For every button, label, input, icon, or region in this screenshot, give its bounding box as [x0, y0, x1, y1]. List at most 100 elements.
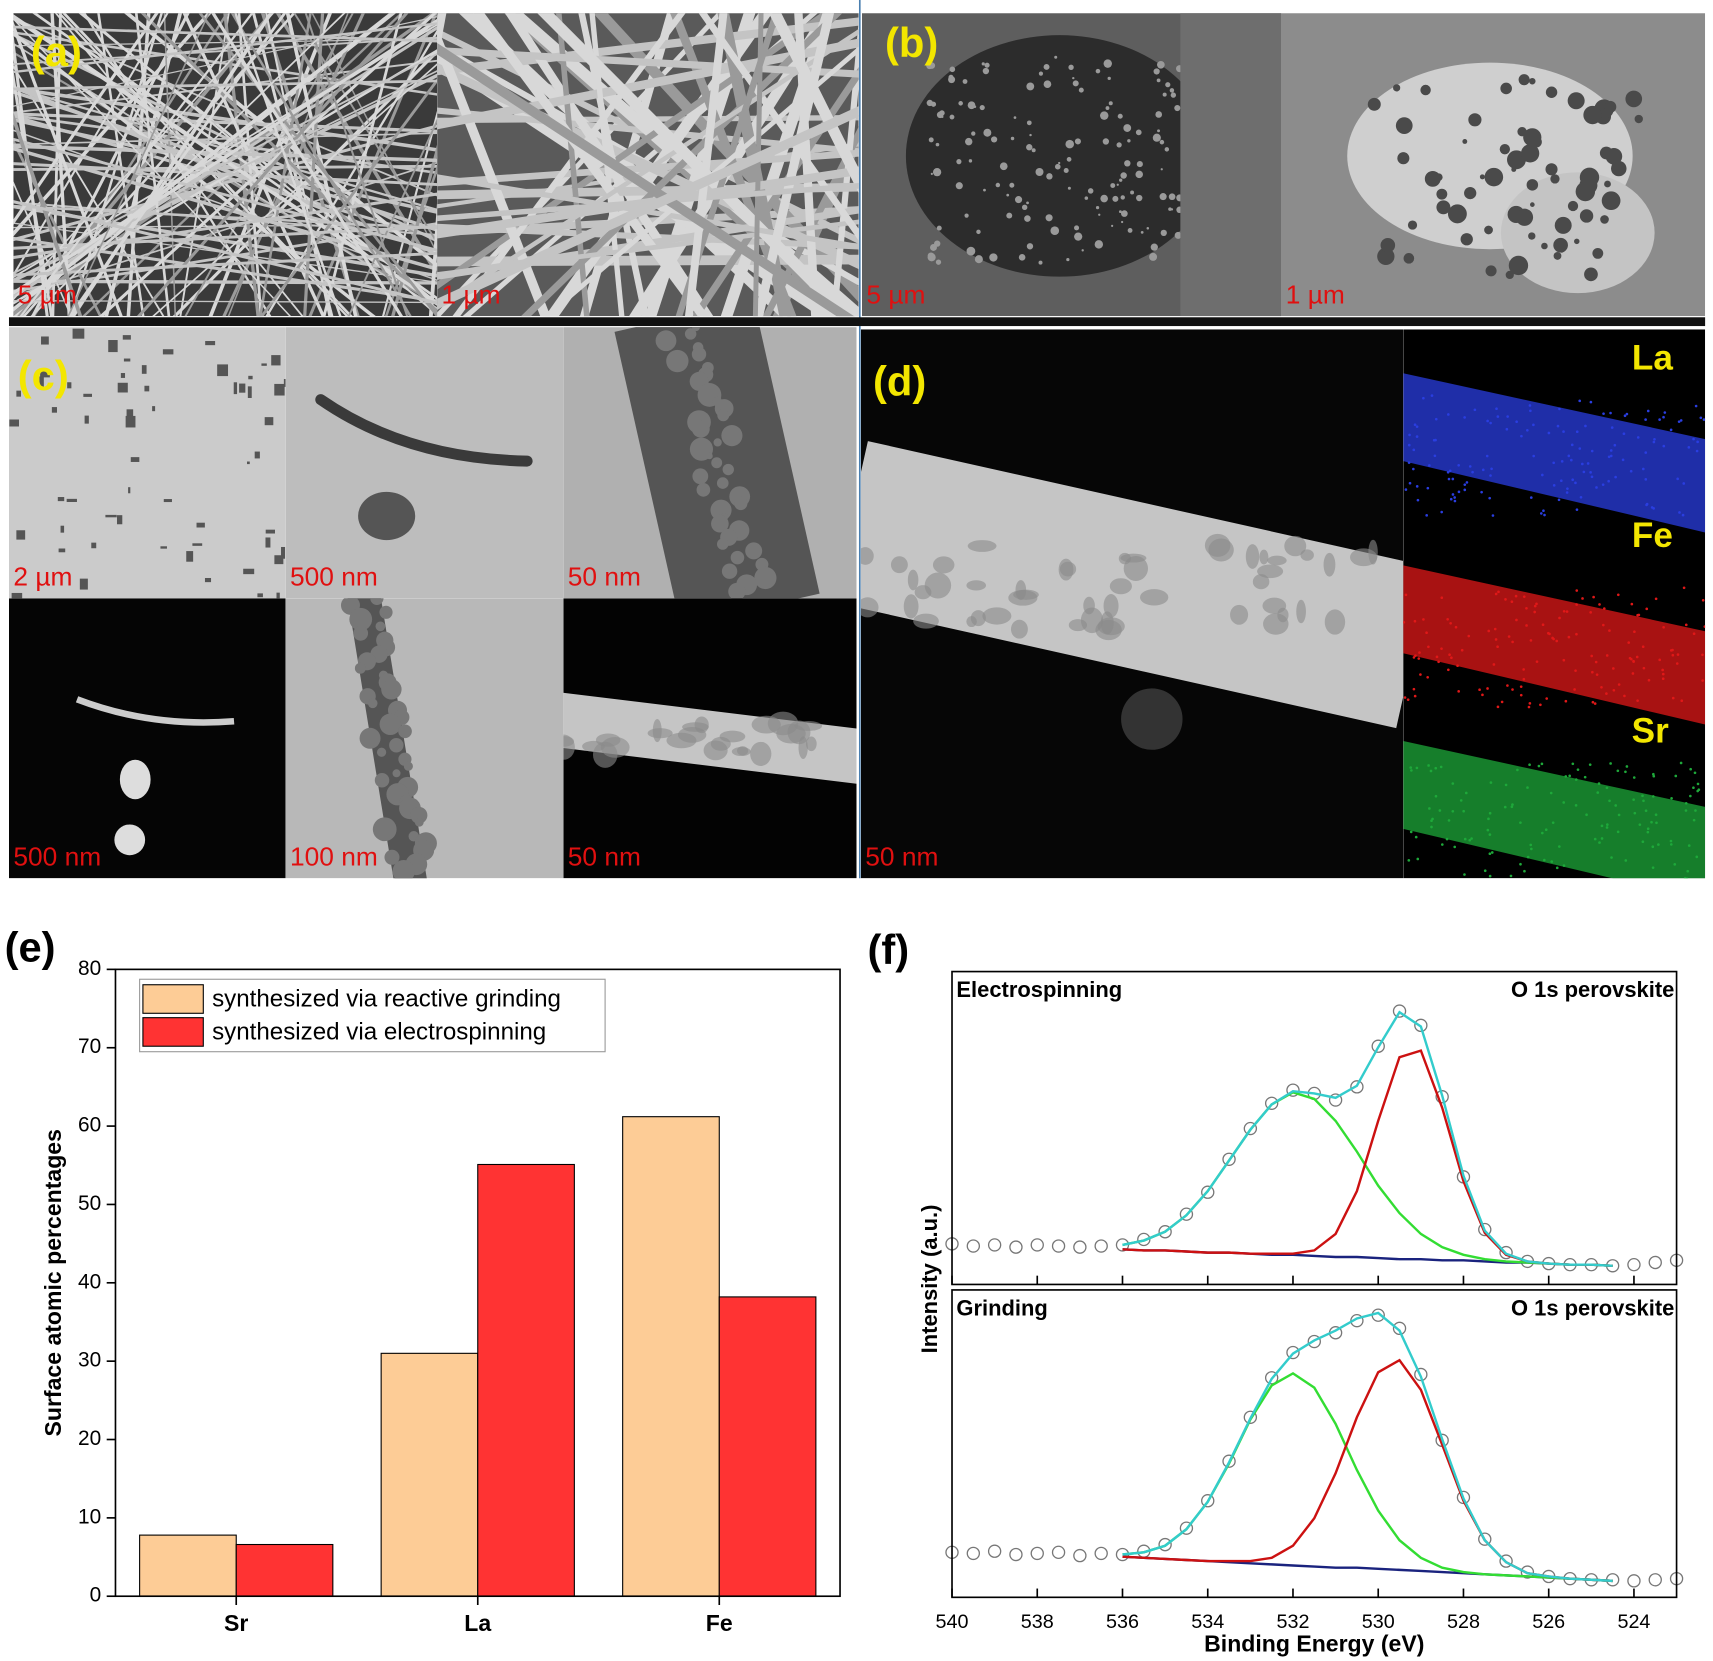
micrograph: [1281, 13, 1706, 317]
texture: [1571, 478, 1575, 482]
texture: [379, 605, 393, 619]
texture: [1658, 418, 1661, 421]
texture: [1456, 664, 1459, 668]
texture: [1459, 799, 1463, 802]
particle: [163, 499, 172, 503]
image-background: [8, 598, 286, 879]
data-point: [1286, 1345, 1300, 1360]
texture: [1693, 771, 1697, 775]
texture: [1600, 824, 1604, 828]
texture: [1035, 168, 1044, 176]
particle: [152, 406, 156, 412]
texture: [1496, 645, 1499, 649]
texture: [1545, 163, 1558, 176]
pore: [731, 747, 751, 757]
texture: [1510, 805, 1514, 809]
data-point: [1030, 1238, 1044, 1252]
data-point: [987, 1544, 1002, 1558]
texture: [1415, 435, 1419, 438]
texture: [1692, 437, 1695, 441]
texture: [928, 62, 936, 69]
texture: [706, 452, 713, 460]
particle: [281, 546, 286, 559]
texture: [1617, 683, 1621, 686]
texture: [1623, 414, 1627, 418]
texture: [1407, 859, 1411, 862]
texture: [965, 137, 973, 146]
texture: [374, 773, 390, 788]
texture: [1100, 111, 1109, 120]
annotation: O 1s perovskite: [1511, 1295, 1674, 1320]
texture: [1684, 801, 1688, 805]
texture: [1026, 120, 1032, 126]
texture: [1562, 430, 1565, 433]
texture: [1427, 764, 1430, 767]
texture: [1651, 795, 1655, 798]
data-point: [1222, 1152, 1236, 1166]
texture: [1677, 881, 1680, 884]
fiber: [13, 118, 438, 214]
texture: [1520, 434, 1523, 438]
texture: [1670, 796, 1673, 800]
texture: [1661, 677, 1665, 681]
particle: [261, 363, 267, 366]
fiber: [428, 201, 438, 317]
texture: [1068, 64, 1074, 70]
x-tick-label: 540: [936, 1611, 969, 1633]
texture: [1009, 182, 1015, 188]
texture: [1451, 782, 1455, 785]
texture: [1565, 491, 1569, 494]
texture: [1157, 60, 1165, 69]
texture: [1419, 673, 1422, 676]
texture: [1404, 488, 1408, 491]
texture: [1492, 663, 1496, 666]
element-map: [1403, 373, 1706, 533]
texture: [1116, 183, 1119, 186]
x-tick-label: 528: [1447, 1611, 1480, 1633]
texture: [1436, 188, 1448, 200]
texture: [1095, 205, 1100, 210]
texture: [1624, 859, 1628, 862]
texture: [1646, 827, 1650, 831]
texture: [1586, 880, 1589, 883]
annotation: Grinding: [956, 1295, 1047, 1320]
particle: [11, 592, 23, 599]
pore: [913, 613, 939, 629]
texture: [1568, 774, 1571, 778]
texture: [1168, 193, 1176, 201]
texture: [930, 172, 933, 175]
data-point: [1627, 1574, 1641, 1588]
texture: [974, 255, 983, 264]
scale-bar-label: 1 µm: [442, 279, 501, 309]
fiber: [230, 13, 412, 317]
texture: [1636, 613, 1639, 617]
texture: [1436, 200, 1451, 215]
particle: [117, 382, 128, 393]
texture: [1124, 160, 1131, 167]
particle: [186, 551, 194, 562]
texture: [1174, 231, 1182, 239]
texture: [1562, 609, 1566, 613]
texture: [1414, 654, 1417, 657]
texture: [1490, 467, 1493, 471]
fiber: [13, 86, 438, 152]
texture: [1609, 762, 1612, 765]
texture: [1489, 421, 1492, 425]
x-tick-label: 536: [1106, 1611, 1139, 1633]
texture: [1528, 702, 1532, 705]
texture: [1696, 789, 1699, 793]
texture: [1610, 426, 1614, 429]
texture: [982, 67, 990, 75]
fiber: [13, 13, 159, 226]
texture: [927, 253, 936, 262]
data-point: [1009, 1240, 1023, 1254]
texture: [1153, 68, 1160, 75]
particle: [283, 379, 286, 387]
texture: [1535, 602, 1538, 606]
texture: [1532, 423, 1535, 427]
fiber: [13, 79, 438, 91]
texture: [1174, 104, 1181, 112]
texture: [1108, 101, 1113, 106]
fiber: [762, 126, 859, 317]
fiber: [437, 106, 859, 310]
